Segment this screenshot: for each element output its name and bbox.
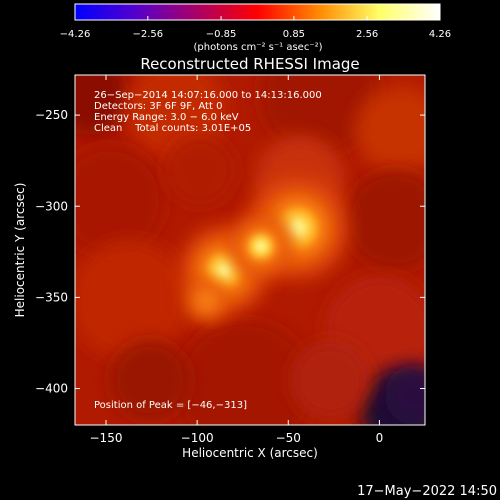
footer-timestamp: 17−May−2022 14:50 xyxy=(357,484,497,499)
peak-position-label: Position of Peak = [−46,−313] xyxy=(94,400,247,411)
chart-title: Reconstructed RHESSI Image xyxy=(140,55,359,73)
background-ripple xyxy=(175,320,315,425)
background-ripple xyxy=(75,75,130,135)
emission-source xyxy=(192,287,221,315)
colorbar-tick-label: −4.26 xyxy=(60,29,91,40)
colorbar-tick-label: 4.26 xyxy=(429,29,451,40)
y-axis-label: Heliocentric Y (arcsec) xyxy=(13,183,27,318)
y-tick-label: −300 xyxy=(35,199,68,213)
y-axis-ticks: −250 −300 −350 −400 xyxy=(35,108,425,396)
x-tick-label: −100 xyxy=(181,431,214,445)
info-annotations: 26−Sep−2014 14:07:16.000 to 14:13:16.000… xyxy=(94,90,322,134)
background-ripple xyxy=(290,340,370,420)
colorbar-tick-label: 0.85 xyxy=(283,29,305,40)
x-tick-label: −150 xyxy=(90,431,123,445)
background-ripple xyxy=(75,240,190,360)
plot-frame xyxy=(74,74,426,426)
colorbar-tick-label: −2.56 xyxy=(133,29,164,40)
x-axis-ticks: −150 −100 −50 0 xyxy=(90,75,384,445)
annotation-detectors: Detectors: 3F 6F 9F, Att 0 xyxy=(94,101,222,112)
emission-sources xyxy=(179,176,349,324)
annotation-energy-range: Energy Range: 3.0 − 6.0 keV xyxy=(94,112,239,123)
emission-source xyxy=(254,240,268,253)
colorbar xyxy=(74,3,441,21)
image-plane xyxy=(75,75,425,425)
colorbar-tick-label: −0.85 xyxy=(206,29,237,40)
emission-source xyxy=(216,261,233,279)
y-tick-label: −400 xyxy=(35,382,68,396)
y-tick-label: −250 xyxy=(35,108,68,122)
y-tick-label: −350 xyxy=(35,290,68,304)
background-ripple xyxy=(385,365,425,425)
background-ripple xyxy=(75,145,165,255)
colorbar-ticks: −4.26 −2.56 −0.85 0.85 2.56 4.26 xyxy=(60,16,451,40)
annotation-time-range: 26−Sep−2014 14:07:16.000 to 14:13:16.000 xyxy=(94,90,322,101)
x-tick-label: 0 xyxy=(376,431,384,445)
x-axis-label: Heliocentric X (arcsec) xyxy=(182,446,318,460)
background-ripple xyxy=(110,340,190,420)
background-ripple xyxy=(345,170,425,270)
background-ripple xyxy=(260,75,380,155)
background-ripple xyxy=(165,135,235,205)
background-ripple xyxy=(355,85,425,175)
colorbar-unit-label: (photons cm⁻² s⁻¹ asec⁻²) xyxy=(193,42,322,53)
x-tick-label: −50 xyxy=(276,431,301,445)
colorbar-tick-label: 2.56 xyxy=(356,29,378,40)
emission-source xyxy=(287,218,307,238)
annotation-total-counts: Clean Total counts: 3.01E+05 xyxy=(94,123,251,134)
